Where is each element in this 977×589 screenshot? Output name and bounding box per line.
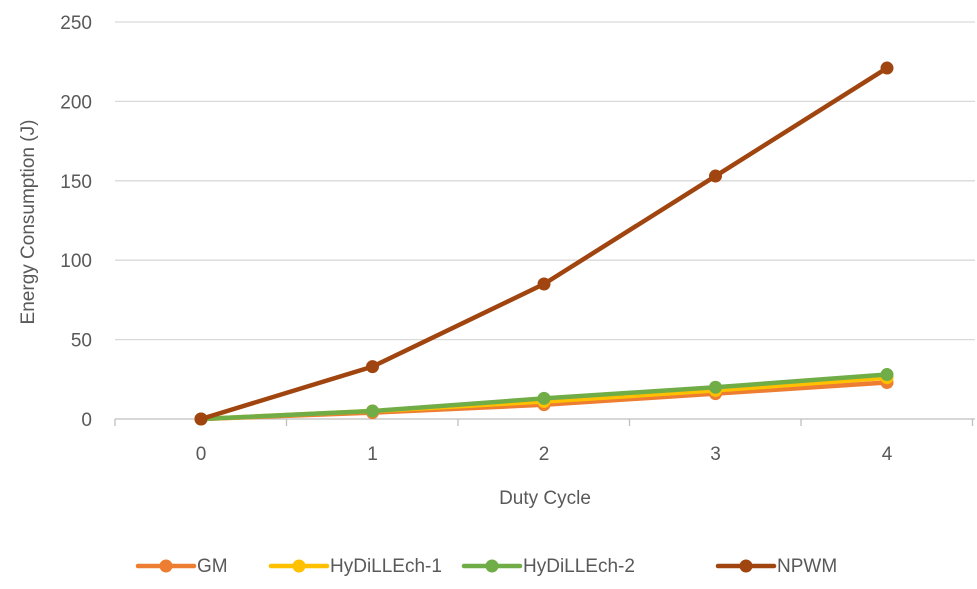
data-point-npwm — [537, 277, 551, 291]
data-point-npwm — [709, 169, 722, 183]
legend-marker — [485, 559, 499, 573]
x-tick-label: 2 — [539, 444, 550, 465]
x-axis-ticks: 0 1 2 3 4 — [114, 419, 974, 465]
data-point-hydillech-2 — [366, 404, 379, 418]
legend-label: GM — [197, 556, 228, 577]
x-tick-label: 4 — [882, 444, 893, 465]
legend: GM HyDiLLEch-1 HyDiLLEch-2 NPWM — [135, 556, 837, 577]
y-tick-label: 200 — [60, 92, 92, 113]
y-axis-title: Energy Consumption (J) — [18, 120, 39, 325]
y-tick-label: 50 — [71, 331, 92, 352]
data-point-hydillech-2 — [709, 380, 722, 394]
legend-label: NPWM — [777, 556, 837, 577]
data-point-hydillech-2 — [880, 368, 894, 382]
data-point-npwm — [194, 412, 208, 426]
legend-marker — [159, 559, 173, 573]
y-tick-label: 150 — [60, 172, 92, 193]
x-axis-title: Duty Cycle — [499, 488, 591, 509]
data-point-npwm — [880, 61, 894, 75]
series-lines — [194, 61, 894, 426]
gridlines — [115, 21, 975, 420]
legend-marker — [292, 559, 306, 573]
x-tick-label: 3 — [710, 444, 721, 465]
y-tick-label: 0 — [81, 410, 92, 431]
x-tick-label: 0 — [196, 444, 207, 465]
legend-label: HyDiLLEch-1 — [330, 556, 442, 577]
y-tick-label: 100 — [60, 251, 92, 272]
legend-label: HyDiLLEch-2 — [523, 556, 635, 577]
data-point-npwm — [366, 360, 379, 374]
x-tick-label: 1 — [367, 444, 378, 465]
legend-marker — [739, 559, 753, 573]
data-point-hydillech-2 — [537, 391, 551, 405]
y-axis-ticks: 0 50 100 150 200 250 — [60, 13, 92, 431]
series-line-npwm — [198, 65, 890, 422]
y-tick-label: 250 — [60, 13, 92, 34]
